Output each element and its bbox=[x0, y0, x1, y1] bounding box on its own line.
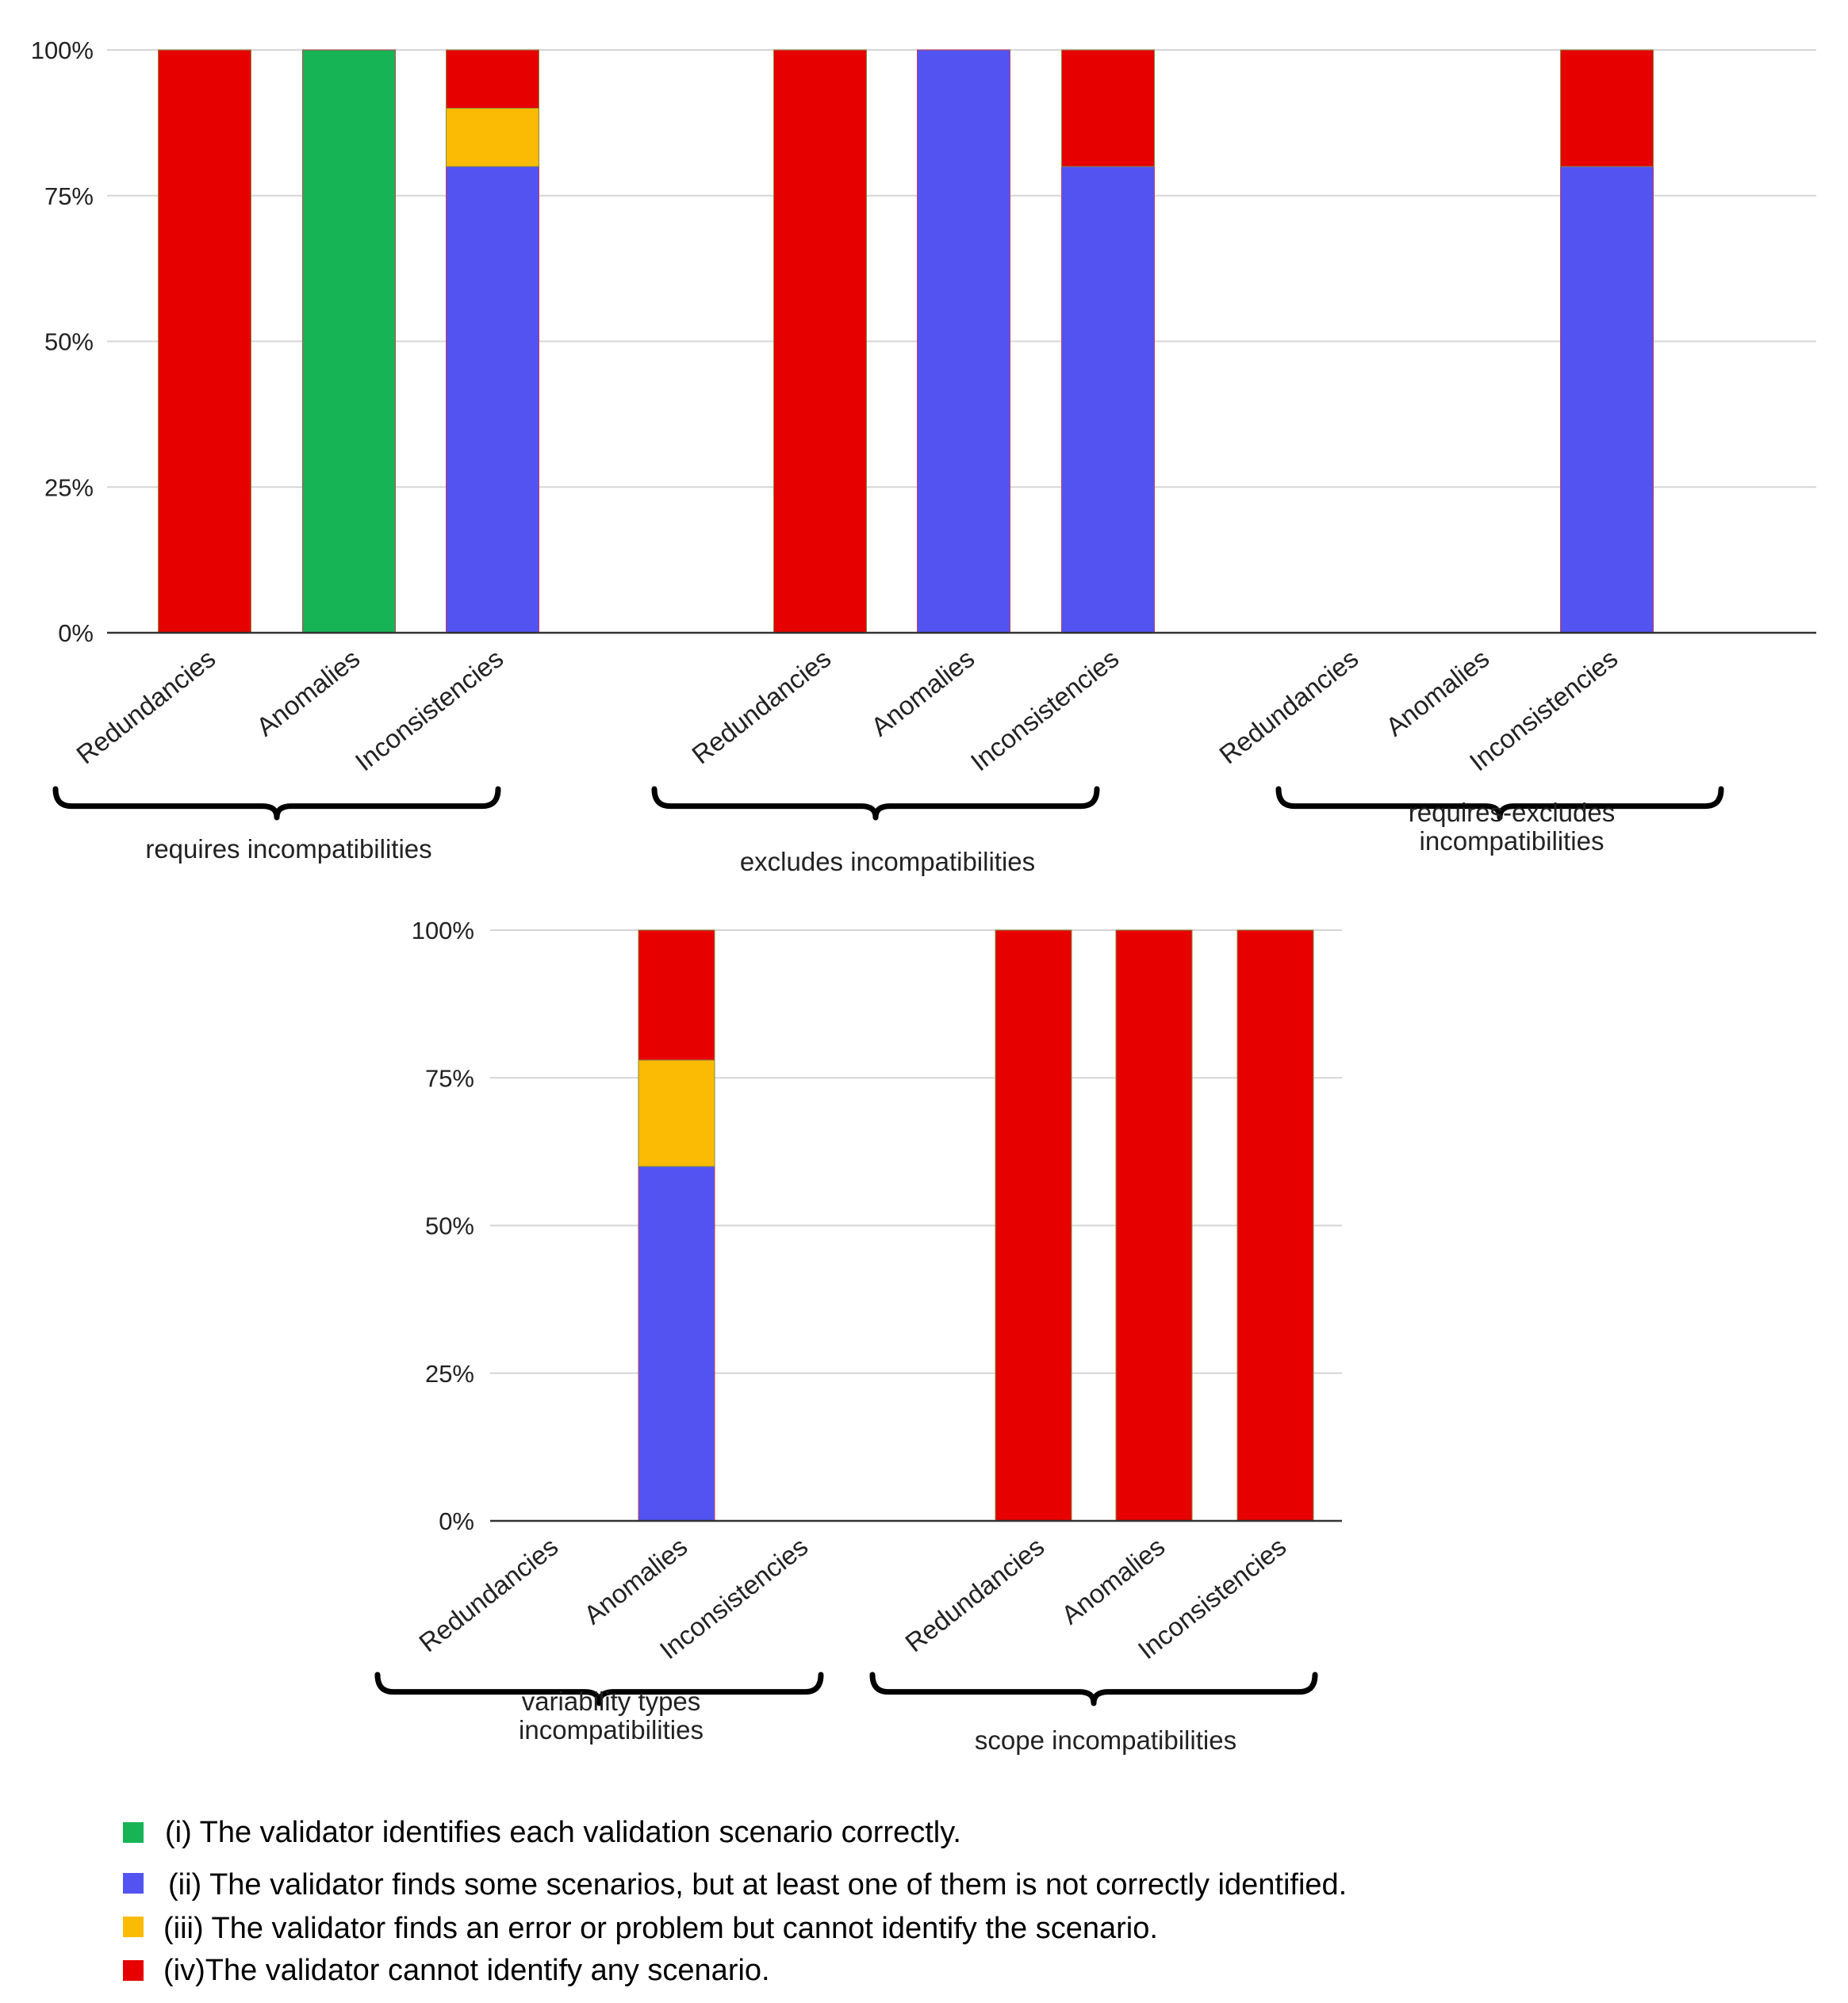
group-label: scope incompatibilities bbox=[975, 1725, 1236, 1755]
y-tick-label: 100% bbox=[31, 36, 94, 64]
bar-segment-iv bbox=[1560, 49, 1654, 167]
bar-segment-ii bbox=[446, 166, 539, 634]
legend-swatch-iii bbox=[123, 1917, 144, 1937]
legend-label-iv: (iv)The validator cannot identify any sc… bbox=[163, 1954, 770, 1987]
legend-item-iv: (iv)The validator cannot identify any sc… bbox=[123, 1954, 770, 1987]
legend-item-iii: (iii) The validator finds an error or pr… bbox=[123, 1912, 1158, 1945]
legend-swatch-ii bbox=[123, 1873, 144, 1894]
legend-label-iii: (iii) The validator finds an error or pr… bbox=[163, 1912, 1158, 1945]
group-brace bbox=[1275, 786, 1724, 821]
bar-segment-ii bbox=[638, 1166, 715, 1522]
bar-segment-ii bbox=[1560, 166, 1654, 634]
y-tick-label: 75% bbox=[44, 182, 94, 210]
legend-item-i: (i) The validator identifies each valida… bbox=[123, 1816, 961, 1849]
bar-segment-iv bbox=[158, 49, 251, 634]
legend-label-i: (i) The validator identifies each valida… bbox=[165, 1816, 961, 1849]
bar-segment-iv bbox=[446, 49, 539, 109]
bar-segment-ii bbox=[1061, 166, 1155, 634]
group-brace bbox=[52, 786, 501, 821]
legend: (i) The validator identifies each valida… bbox=[123, 1816, 1347, 1987]
bar-segment-iv bbox=[1115, 929, 1193, 1522]
group-label: requires incompatibilities bbox=[145, 834, 431, 864]
group-label: excludes incompatibilities bbox=[740, 847, 1035, 876]
legend-swatch-iv bbox=[123, 1960, 144, 1981]
y-tick-label: 25% bbox=[44, 473, 94, 501]
bar-segment-iv bbox=[1236, 929, 1314, 1522]
y-tick-label: 0% bbox=[58, 619, 94, 647]
y-tick-label: 0% bbox=[439, 1507, 474, 1535]
y-tick-label: 75% bbox=[425, 1064, 474, 1092]
legend-item-ii: (ii) The validator finds some scenarios,… bbox=[123, 1868, 1347, 1902]
bar-segment-iii bbox=[446, 108, 539, 167]
bar-segment-iv bbox=[995, 929, 1072, 1522]
bar-segment-iv bbox=[773, 49, 867, 634]
group-brace bbox=[651, 786, 1100, 821]
charts: 0% 25% 50% 75% 100% Redundancies AnomaliesInco… bbox=[31, 36, 1816, 1755]
chart-1: 0%25%50%75%100%Redundancies AnomaliesInco… bbox=[31, 36, 1816, 876]
y-tick-label: 50% bbox=[44, 328, 94, 356]
y-tick-label: 25% bbox=[425, 1360, 474, 1388]
group-brace bbox=[869, 1672, 1318, 1706]
group-label: incompatibilities bbox=[1420, 826, 1605, 856]
legend-swatch-i bbox=[123, 1822, 144, 1843]
y-tick-label: 50% bbox=[425, 1212, 474, 1240]
bar-segment-ii bbox=[917, 49, 1010, 634]
legend-label-ii: (ii) The validator finds some scenarios,… bbox=[168, 1868, 1347, 1902]
bar-segment-iv bbox=[638, 929, 715, 1061]
bar-segment-iv bbox=[1061, 49, 1155, 167]
y-tick-label: 100% bbox=[412, 917, 474, 944]
bar-segment-iii bbox=[638, 1059, 715, 1167]
group-label: incompatibilities bbox=[519, 1715, 704, 1744]
bar-group: Redundancies AnomaliesInconsistenciesscop… bbox=[869, 929, 1318, 1755]
chart-2: 0% 25% 50% 75% 100% Redundancies AnomaliesInco… bbox=[374, 917, 1342, 1755]
group-label: requires-excludes bbox=[1409, 798, 1615, 827]
group-brace bbox=[374, 1672, 824, 1706]
group-label: variability types bbox=[522, 1687, 701, 1716]
bar-segment-i bbox=[302, 49, 396, 634]
